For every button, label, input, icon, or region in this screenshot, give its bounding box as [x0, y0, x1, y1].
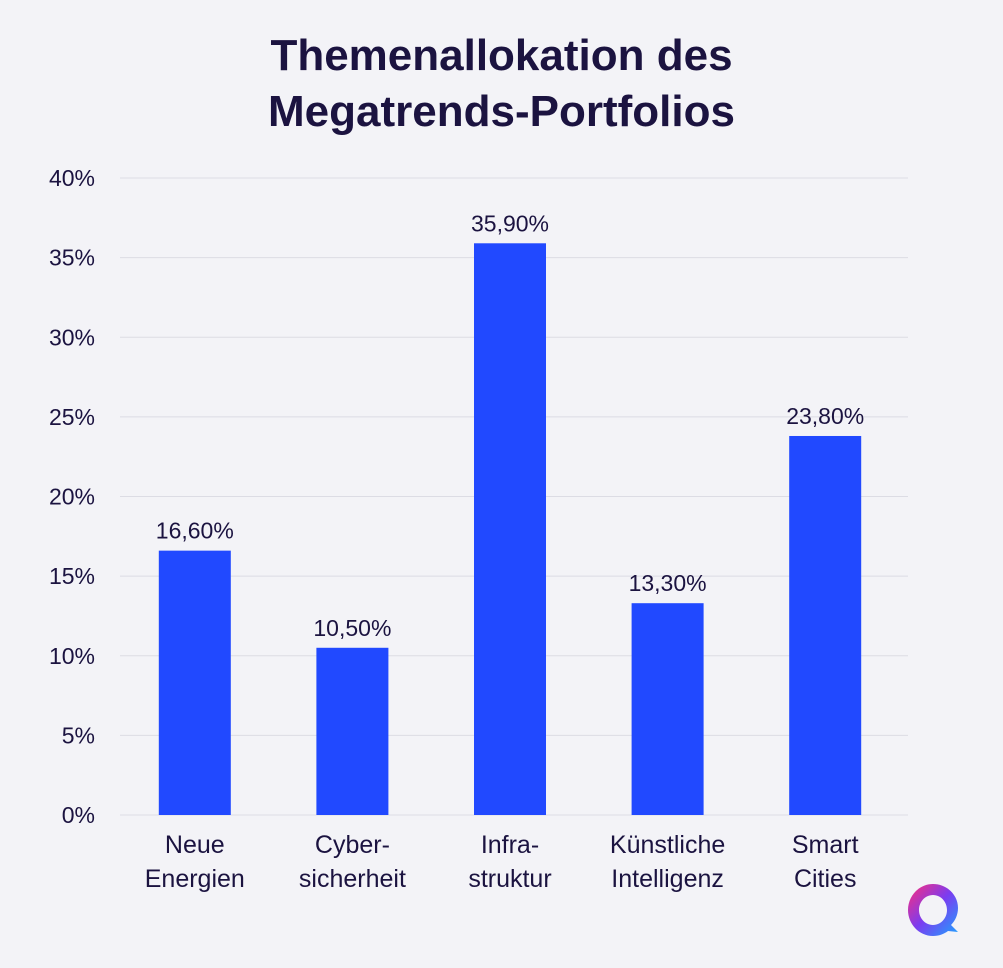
bar: [631, 603, 704, 815]
y-tick-label: 10%: [49, 643, 95, 669]
category-label: Infra-: [481, 831, 539, 859]
category-label: Intelligenz: [611, 865, 724, 893]
y-tick-label: 5%: [62, 722, 95, 748]
category-label: Künstliche: [610, 831, 725, 859]
chart-title-line-1: Themenallokation des: [270, 31, 733, 80]
category-label: sicherheit: [299, 865, 406, 893]
y-tick-label: 0%: [62, 802, 95, 828]
category-label: Energien: [145, 865, 245, 893]
value-label: 23,80%: [786, 403, 864, 429]
y-axis-ticks: 0% 5% 10% 15% 20% 25% 30% 35% 40%: [49, 165, 95, 828]
value-label: 10,50%: [313, 615, 391, 641]
category-label: struktur: [468, 865, 551, 893]
bar: [789, 435, 862, 815]
bars: [158, 243, 862, 816]
value-label: 13,30%: [629, 570, 707, 596]
chart-title: Themenallokation des Megatrends-Portfoli…: [0, 28, 1003, 140]
brand-logo-icon: [908, 884, 958, 936]
y-tick-label: 25%: [49, 404, 95, 430]
bar: [158, 550, 231, 815]
category-label: Neue: [165, 831, 225, 859]
bar: [474, 243, 546, 816]
bar: [316, 647, 389, 815]
value-label: 35,90%: [471, 210, 549, 236]
category-label: Cyber-: [315, 831, 390, 859]
category-labels: Neue Energien Cyber-sicherheit Infra-strukt…: [145, 831, 859, 893]
y-tick-label: 20%: [49, 484, 95, 510]
category-label: Cities: [794, 865, 857, 893]
category-label: Smart: [792, 831, 859, 859]
y-tick-label: 30%: [49, 324, 95, 350]
chart-title-line-2: Megatrends-Portfolios: [268, 87, 735, 136]
y-tick-label: 15%: [49, 563, 95, 589]
value-label: 16,60%: [156, 518, 234, 544]
y-tick-label: 40%: [49, 165, 95, 191]
value-labels: 16,60% 10,50% 35,90% 13,30% 23,80%: [156, 210, 864, 640]
y-tick-label: 35%: [49, 245, 95, 271]
